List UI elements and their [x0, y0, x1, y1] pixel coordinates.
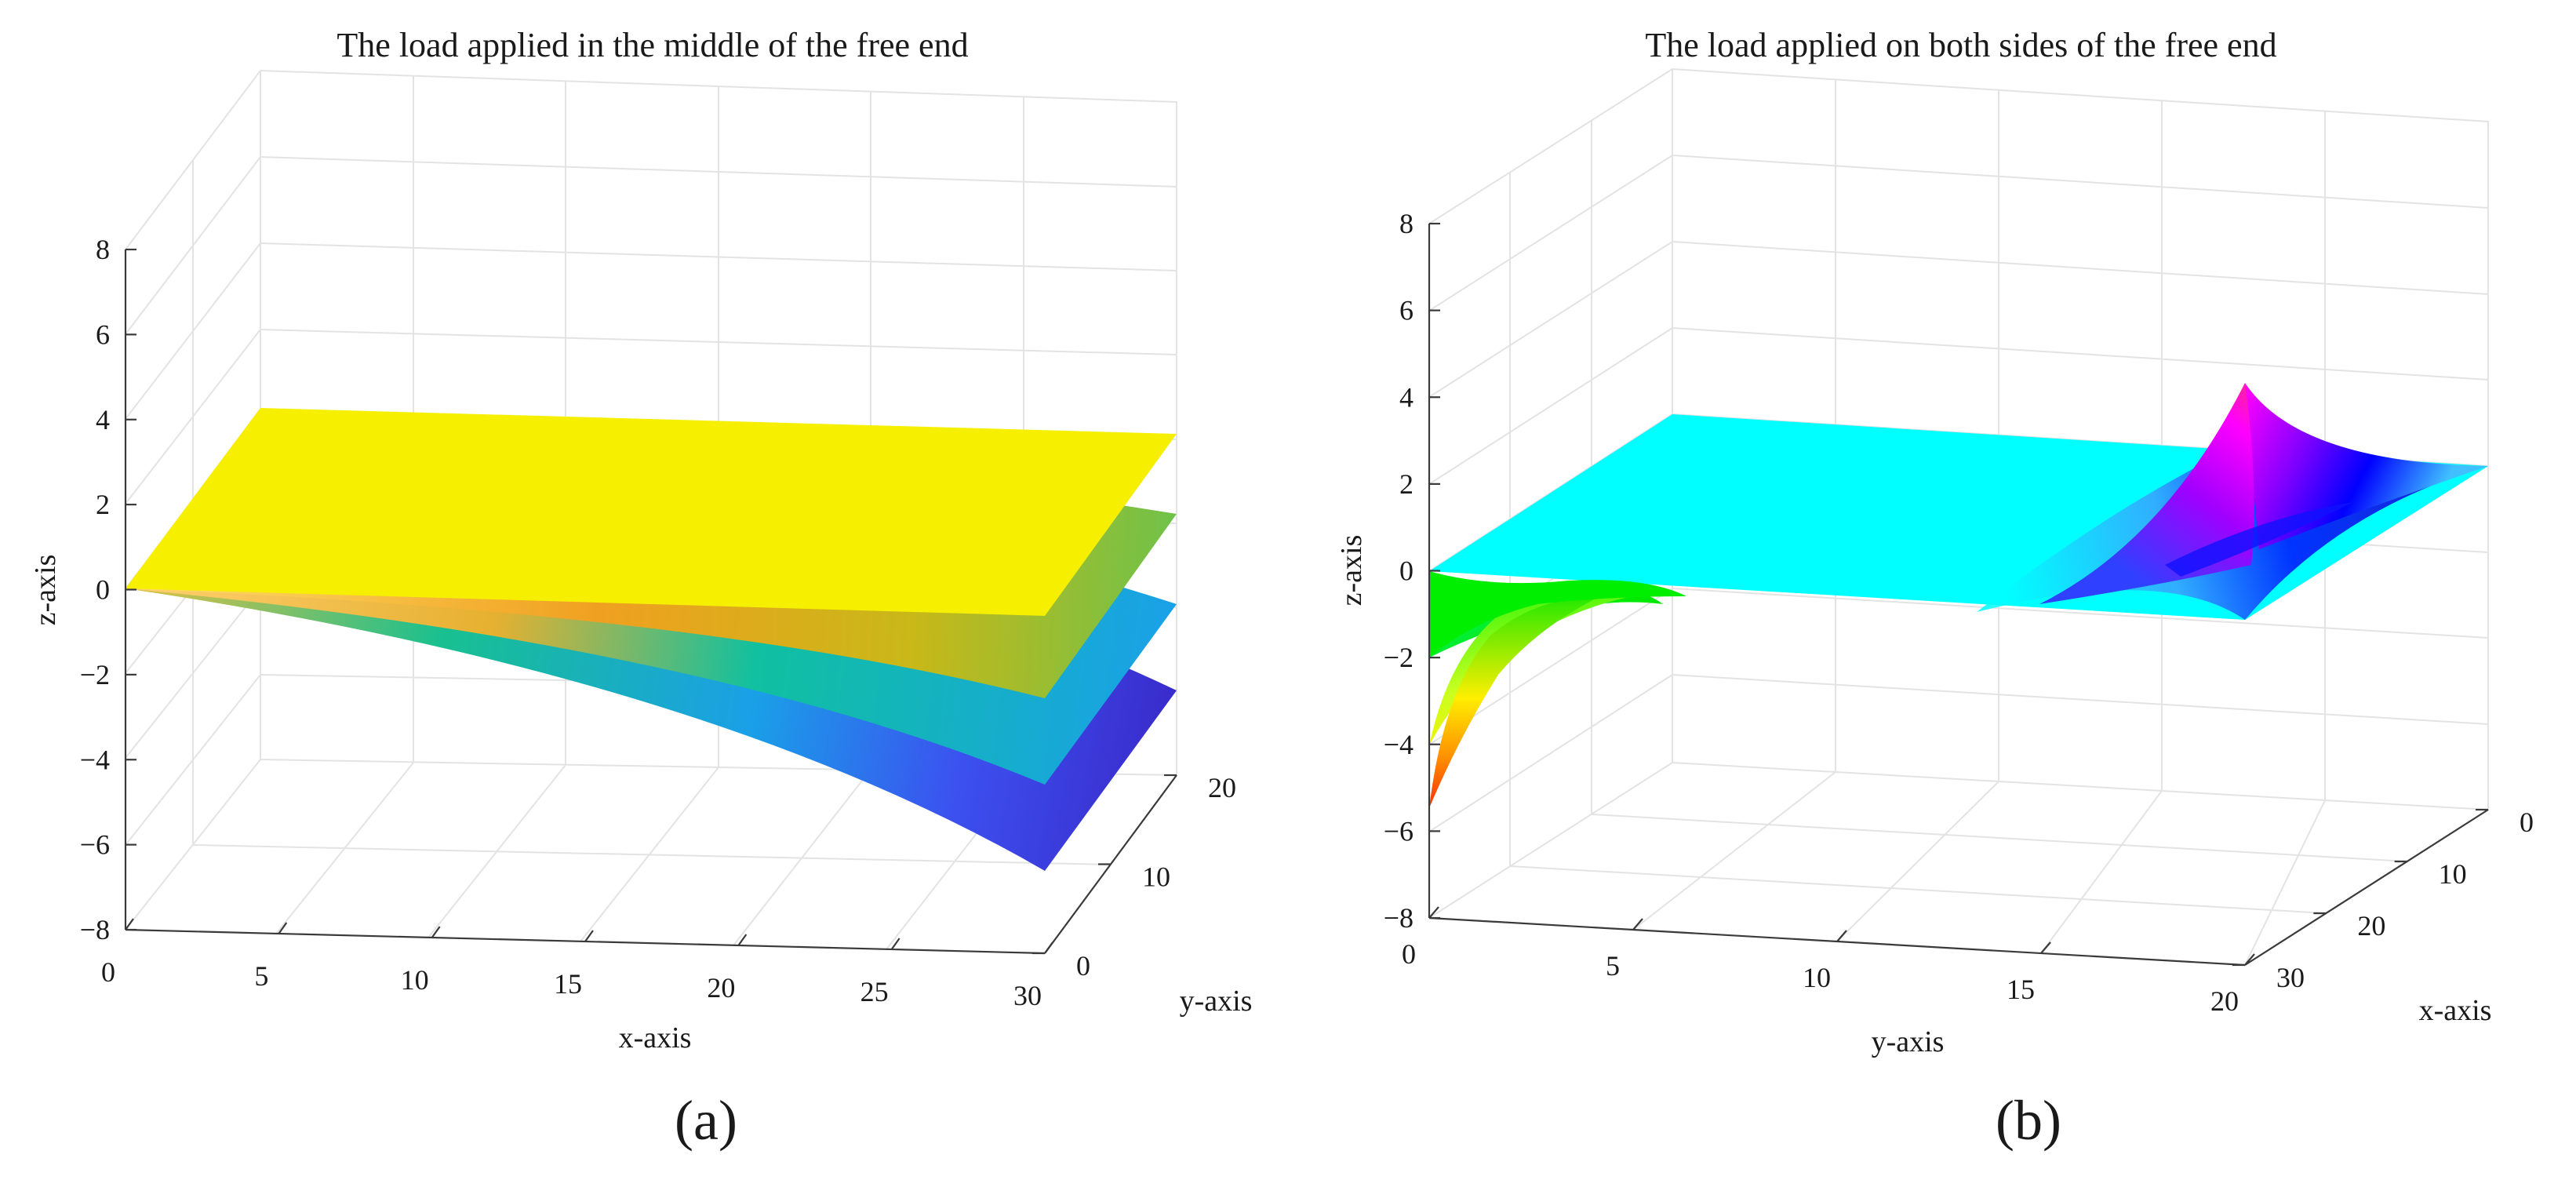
- panel-b-title: The load applied on both sides of the fr…: [1645, 26, 2276, 64]
- panel-a-surfaces: [126, 408, 1177, 871]
- x-tick-15-mark: [584, 930, 594, 942]
- z-tick--2-label: −2: [80, 659, 110, 690]
- upward-lobe-ridge: [2165, 502, 2353, 577]
- panel-b-y-label: y-axis: [1872, 1025, 1945, 1058]
- x-tick-10-label: 10: [401, 964, 429, 996]
- panel-a-z-label: z-axis: [29, 555, 62, 626]
- z-tick--2-label: −2: [1384, 642, 1414, 673]
- panel-b-y-ticks: 0 5 10 15 20: [1402, 906, 2255, 1017]
- y-tick-0-label: 0: [1402, 938, 1416, 970]
- z-tick-8-label: 8: [1399, 208, 1414, 239]
- y-tick-5-mark: [1632, 918, 1643, 931]
- surface-1: [126, 408, 1177, 616]
- panel-a-y-ticks: 0 10 20: [1032, 772, 1236, 982]
- y-tick-5-label: 5: [1606, 950, 1620, 982]
- z-tick--4-label: −4: [80, 744, 110, 775]
- x-tick-5-label: 5: [254, 960, 268, 992]
- y-tick-10-label: 10: [1803, 962, 1831, 993]
- panel-b-z-ticks: −8 −6 −4 −2 0 2 4 6 8: [1384, 208, 1440, 934]
- z-tick-4-label: 4: [1399, 381, 1414, 413]
- z-tick-6-label: 6: [96, 319, 110, 350]
- panel-a-x-label: x-axis: [619, 1022, 692, 1054]
- panel-a-title: The load applied in the middle of the fr…: [337, 26, 968, 64]
- x-tick-30-label: 30: [2276, 962, 2305, 993]
- panel-b-x-label: x-axis: [2419, 994, 2492, 1027]
- panel-a-label: (a): [675, 1089, 737, 1152]
- x-tick-20-label: 20: [707, 972, 735, 1003]
- z-tick--6-label: −6: [1384, 815, 1414, 847]
- x-tick-10-mark: [431, 926, 441, 938]
- z-tick-0-label: 0: [96, 574, 110, 606]
- y-tick-0-label: 0: [1076, 950, 1090, 982]
- z-tick--8-label: −8: [1384, 902, 1414, 934]
- x-tick-25-label: 25: [860, 976, 889, 1007]
- x-tick-5-mark: [278, 922, 288, 934]
- panel-a: The load applied in the middle of the fr…: [29, 26, 1252, 1152]
- z-tick-0-label: 0: [1399, 555, 1414, 587]
- x-tick-0-label: 0: [2520, 807, 2534, 838]
- x-tick-30-label: 30: [1013, 980, 1042, 1011]
- y-tick-10-label: 10: [1142, 861, 1170, 893]
- z-tick-4-label: 4: [96, 404, 110, 435]
- down-lobe-front: [1429, 571, 1686, 657]
- x-tick-20-mark: [737, 934, 748, 946]
- panel-a-y-label: y-axis: [1180, 985, 1253, 1018]
- x-tick-0-label: 0: [101, 956, 115, 988]
- upward-lobe-right: [2245, 383, 2488, 549]
- panel-b-z-label: z-axis: [1335, 535, 1368, 606]
- y-tick-15-label: 15: [2007, 974, 2035, 1005]
- x-tick-25-mark: [890, 938, 901, 950]
- panel-a-z-ticks: −8 −6 −4 −2 0 2 4 6 8: [80, 234, 136, 945]
- panel-a-x-ticks: 0 5 10 15 20 25 30: [101, 918, 1053, 1011]
- z-tick-6-label: 6: [1399, 295, 1414, 326]
- y-tick-15-mark: [2040, 941, 2051, 954]
- x-tick-20-label: 20: [2357, 910, 2385, 941]
- y-tick-20-label: 20: [2210, 985, 2239, 1017]
- down-lobe-3: [1429, 596, 1600, 808]
- y-tick-20-label: 20: [1208, 772, 1236, 803]
- y-tick-20-mark: [2244, 953, 2255, 966]
- panel-b-label: (b): [1996, 1089, 2061, 1152]
- x-tick-15-label: 15: [554, 968, 582, 1000]
- x-tick-10-label: 10: [2439, 858, 2467, 890]
- z-tick-2-label: 2: [96, 489, 110, 520]
- y-tick-0-mark: [1428, 906, 1439, 919]
- z-tick--8-label: −8: [80, 914, 110, 945]
- panel-b-surfaces: [1429, 383, 2488, 808]
- z-tick--6-label: −6: [80, 829, 110, 861]
- z-tick-8-label: 8: [96, 234, 110, 265]
- panel-b-x-ticks: 0 10 20 30: [2232, 807, 2534, 993]
- z-tick-2-label: 2: [1399, 468, 1414, 500]
- z-tick--4-label: −4: [1384, 729, 1414, 760]
- x-tick-30-mark: [1044, 941, 1053, 954]
- x-tick-0-mark: [125, 918, 134, 931]
- panel-b: The load applied on both sides of the fr…: [1335, 26, 2534, 1152]
- y-tick-10-mark: [1836, 930, 1847, 942]
